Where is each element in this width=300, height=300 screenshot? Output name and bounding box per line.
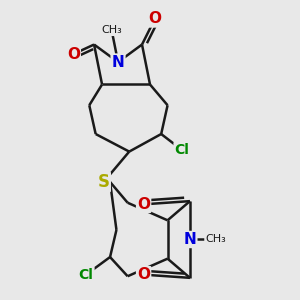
Text: O: O [148, 11, 161, 26]
Text: O: O [137, 197, 150, 212]
Text: CH₃: CH₃ [101, 25, 122, 35]
Text: Cl: Cl [175, 143, 189, 157]
Text: N: N [112, 55, 124, 70]
Text: N: N [184, 232, 196, 247]
Text: CH₃: CH₃ [205, 235, 226, 244]
Text: O: O [67, 46, 80, 62]
Text: Cl: Cl [79, 268, 94, 282]
Text: O: O [137, 267, 150, 282]
Text: S: S [98, 173, 110, 191]
